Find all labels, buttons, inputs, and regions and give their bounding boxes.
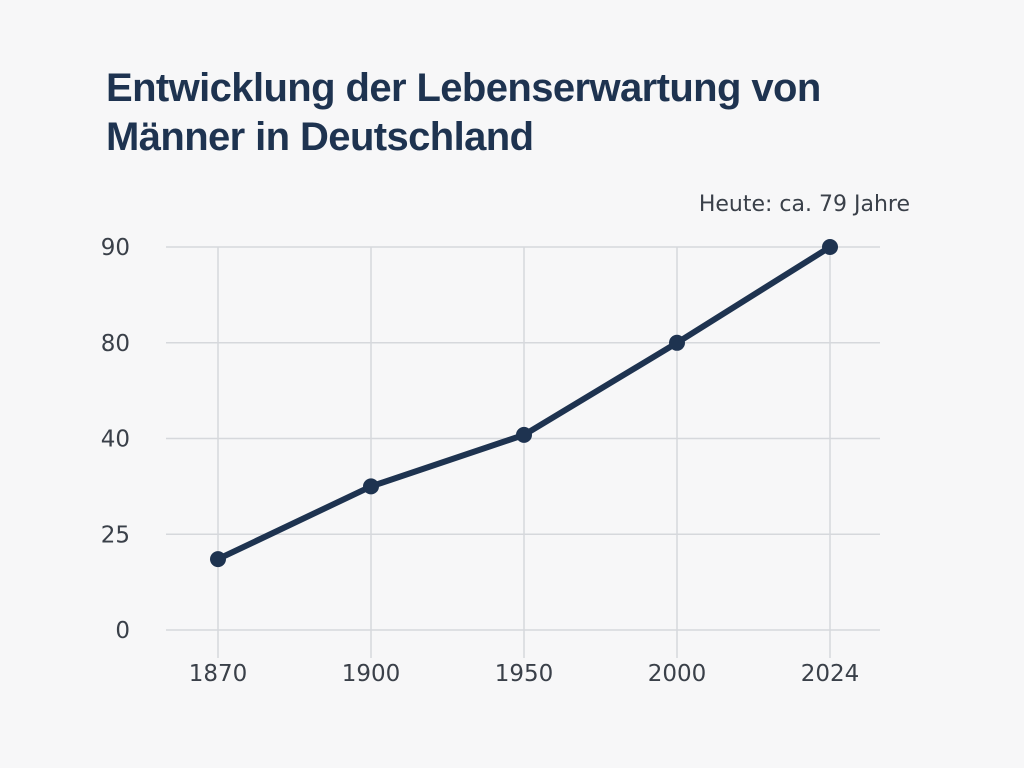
chart-title: Entwicklung der Lebenserwartung von Männ… <box>106 66 821 159</box>
data-point <box>210 551 226 568</box>
y-tick-label: 0 <box>115 618 130 644</box>
data-point <box>363 478 379 495</box>
grid <box>166 246 880 658</box>
data-point <box>669 334 685 351</box>
x-tick-label: 2000 <box>648 661 707 687</box>
data-point <box>516 426 532 443</box>
y-tick-label: 90 <box>101 235 130 261</box>
x-tick-label: 2024 <box>801 661 860 687</box>
y-tick-label: 80 <box>101 331 130 357</box>
x-tick-label: 1900 <box>342 661 401 687</box>
x-tick-label: 1870 <box>189 661 248 687</box>
axis-ticks: 0 25 40 80 90 1870 1900 1950 2000 2024 <box>101 235 860 687</box>
data-point <box>822 239 838 255</box>
y-tick-label: 40 <box>101 427 130 453</box>
x-tick-label: 1950 <box>495 661 554 687</box>
series <box>210 239 838 568</box>
y-tick-label: 25 <box>101 522 130 548</box>
annotation-today: Heute: ca. 79 Jahre <box>699 192 910 217</box>
